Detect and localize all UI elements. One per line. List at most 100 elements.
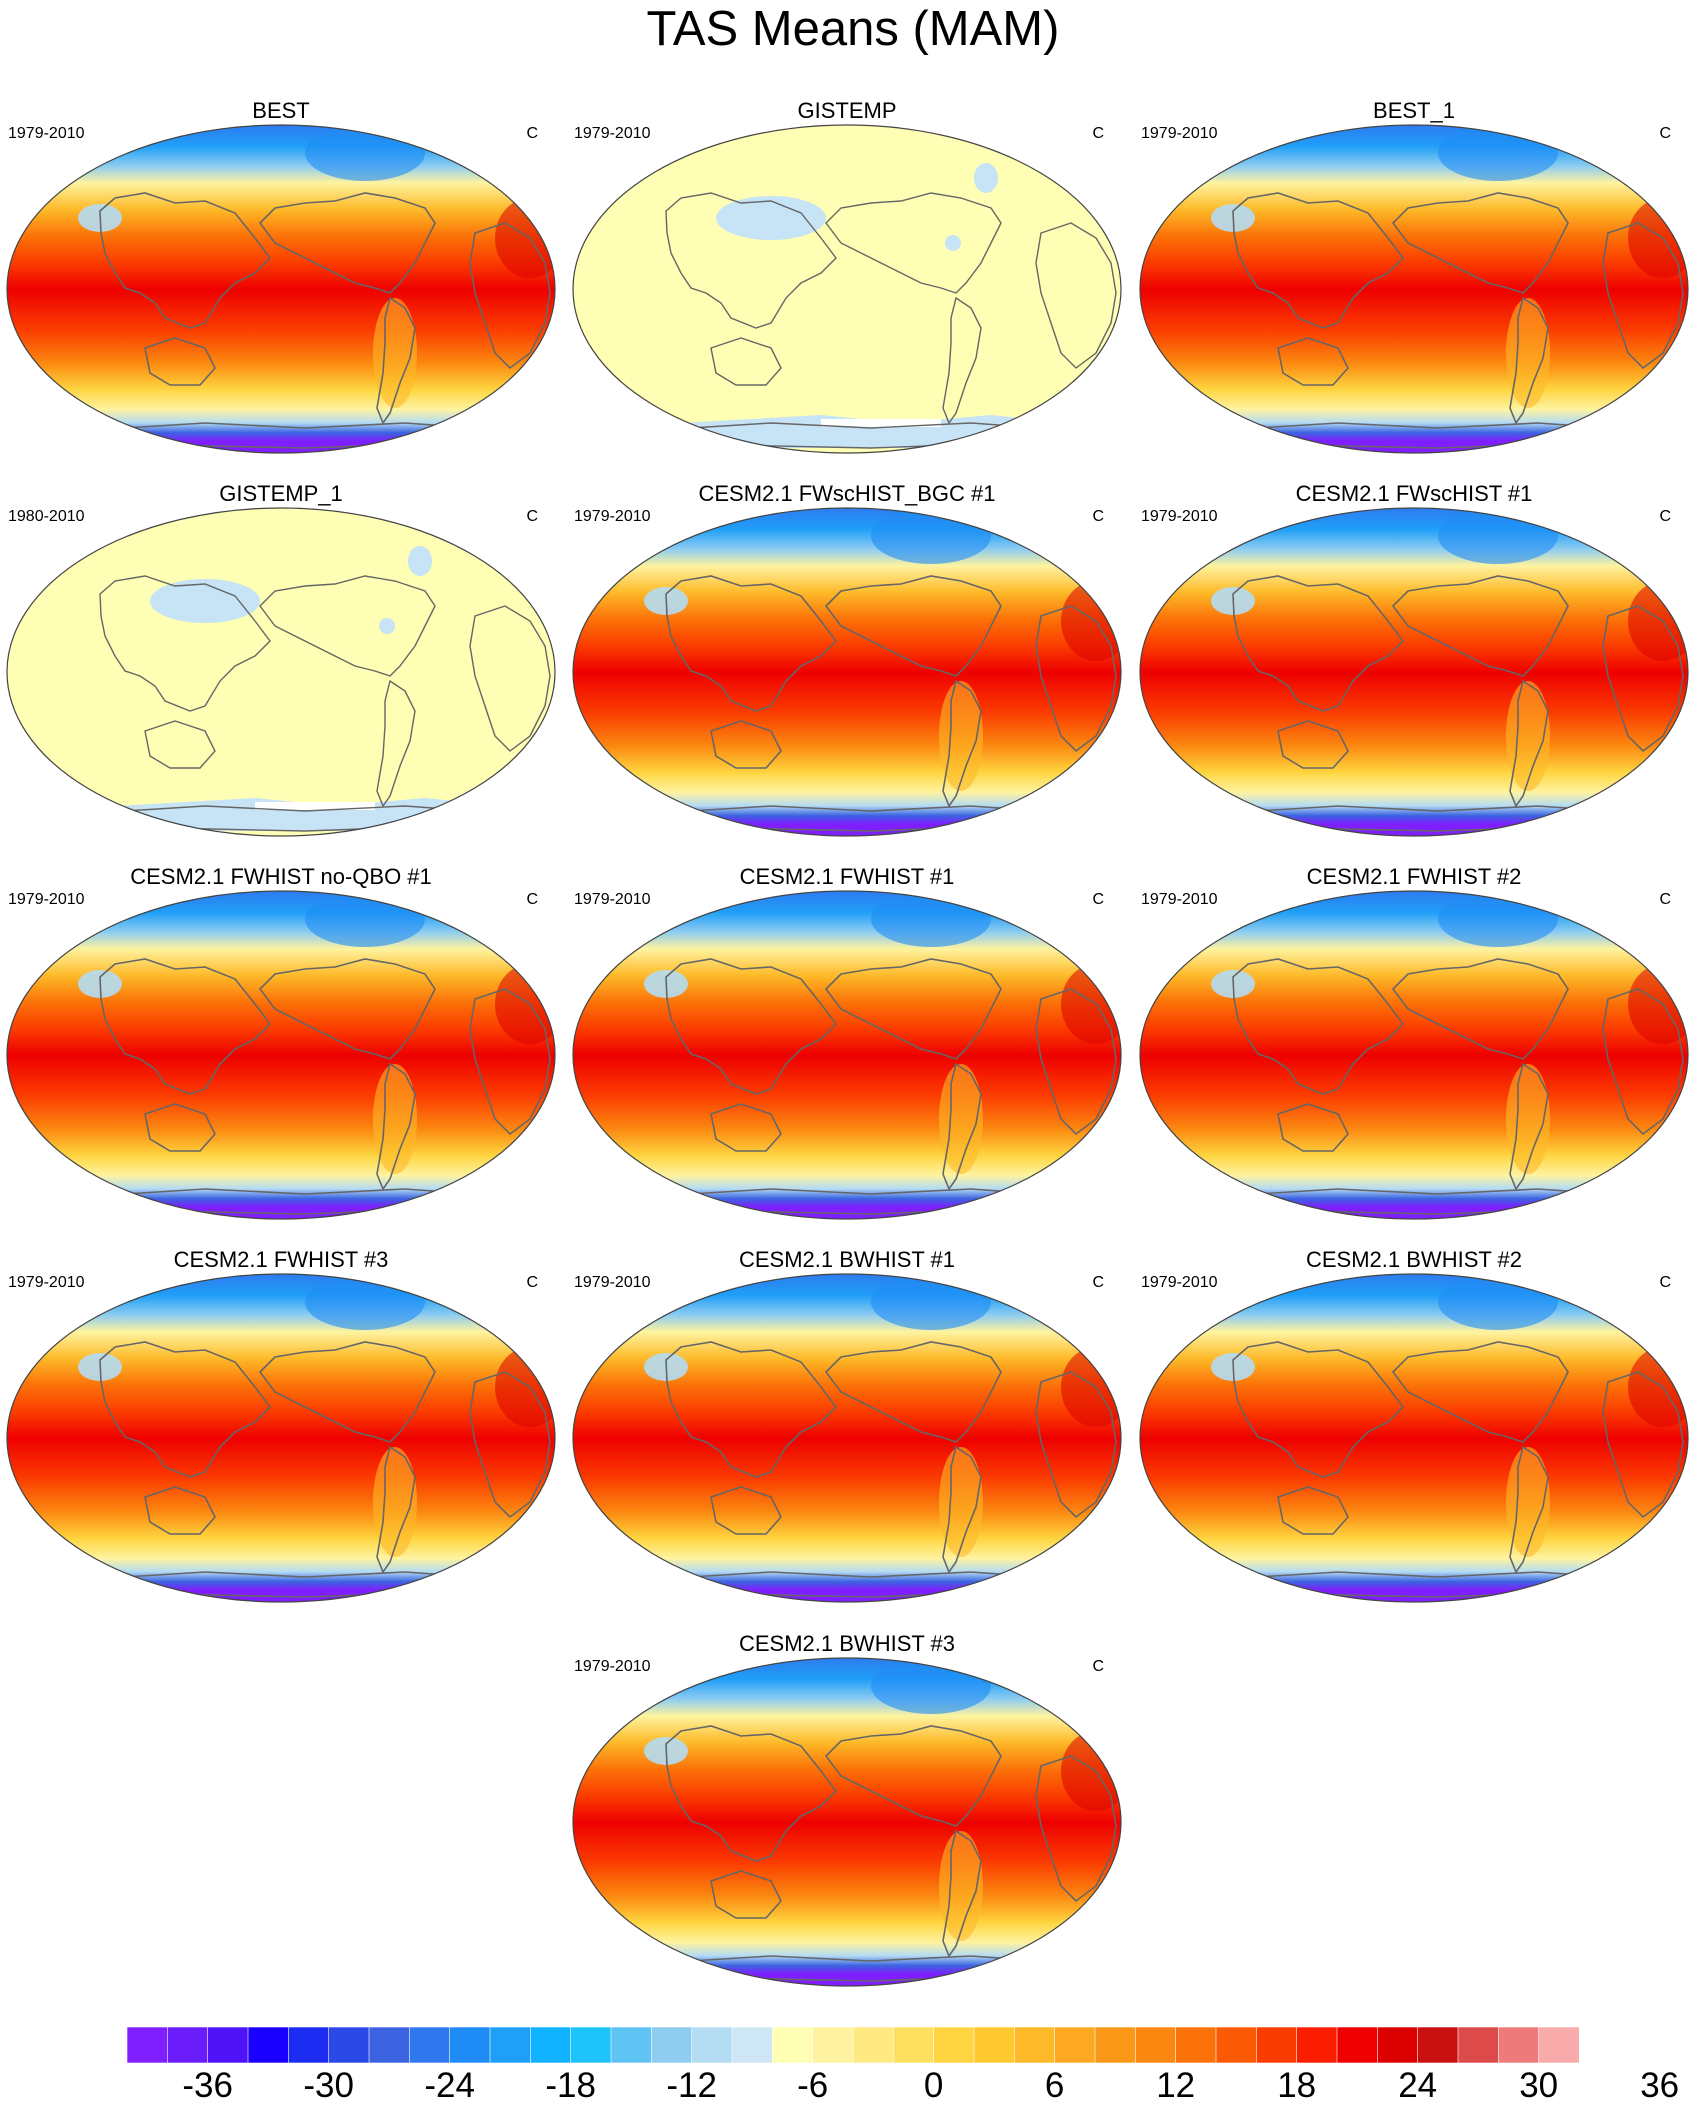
coastline — [825, 192, 1002, 294]
coastline — [469, 988, 551, 1136]
panel-period: 1979-2010 — [574, 1658, 651, 1675]
coastline — [1277, 720, 1349, 769]
map-panel: CESM2.1 FWscHIST #1 1979-2010 C — [1138, 481, 1690, 841]
coastline — [942, 1062, 982, 1191]
panel-title: CESM2.1 BWHIST #1 — [739, 1247, 955, 1272]
panel-period: 1979-2010 — [8, 891, 85, 908]
coastline — [1232, 958, 1405, 1095]
coastline — [144, 337, 216, 386]
colorbar-swatch — [207, 2027, 249, 2063]
coastline — [710, 720, 782, 769]
colorbar-swatch — [610, 2027, 653, 2063]
coastline — [99, 958, 272, 1095]
map-boundary — [1139, 1273, 1689, 1603]
coastline — [665, 1341, 838, 1478]
world-map — [572, 1273, 1122, 1603]
coastline — [469, 1371, 551, 1519]
panel-unit: C — [1092, 1658, 1104, 1675]
colorbar-swatch — [1538, 2027, 1579, 2063]
cool-patch-pacific — [716, 196, 826, 240]
coastline — [144, 720, 216, 769]
colorbar-tick-label: 18 — [1277, 2066, 1317, 2105]
colorbar-tick-label: -30 — [303, 2066, 354, 2105]
map-panel: CESM2.1 BWHIST #3 1979-2010 C — [571, 1631, 1123, 1991]
coastline — [1277, 1103, 1349, 1152]
map-boundary — [1139, 507, 1689, 837]
temperature-field — [573, 891, 1121, 1219]
panel-title: GISTEMP — [797, 98, 897, 123]
panel-title: CESM2.1 BWHIST #3 — [739, 1631, 955, 1656]
andes-cool-band — [939, 681, 983, 791]
andes-cool-band — [939, 1447, 983, 1557]
colorbar-swatch — [530, 2027, 572, 2063]
panel-period: 1979-2010 — [574, 125, 651, 142]
temperature-field — [573, 508, 1121, 836]
coastline — [942, 1829, 982, 1958]
cool-patch-pacific — [150, 579, 260, 623]
colorbar-swatch — [449, 2027, 491, 2063]
coastline — [1391, 192, 1569, 294]
colorbar-swatch — [893, 2027, 935, 2063]
map-boundary — [572, 1273, 1122, 1603]
coastline — [1277, 337, 1349, 386]
coastline — [99, 1341, 272, 1478]
coastline — [665, 575, 838, 712]
world-map — [1139, 1273, 1689, 1603]
panel-period: 1979-2010 — [1141, 125, 1218, 142]
colorbar-swatch — [1417, 2027, 1459, 2063]
coastline — [824, 1725, 1002, 1827]
coastline — [376, 1062, 416, 1191]
cool-patch-north — [974, 163, 998, 193]
coastline — [258, 958, 436, 1060]
coastline — [942, 679, 982, 808]
world-map — [1139, 507, 1689, 837]
world-map — [6, 507, 556, 837]
missing-data-patch — [821, 419, 941, 427]
map-boundary — [6, 1273, 556, 1603]
map-boundary — [572, 507, 1122, 837]
anomaly-field — [573, 125, 1121, 453]
coastline — [1232, 192, 1405, 329]
andes-cool-band — [1506, 1447, 1550, 1557]
colorbar-swatch — [1175, 2027, 1217, 2063]
panel-period: 1979-2010 — [1141, 891, 1218, 908]
anomaly-field — [7, 508, 555, 836]
coastline — [1232, 575, 1405, 712]
temperature-field — [1140, 125, 1688, 453]
map-boundary — [572, 124, 1122, 454]
coastline — [824, 958, 1002, 1060]
colorbar-swatch — [489, 2027, 532, 2063]
map-boundary — [6, 124, 556, 454]
colorbar-swatch — [368, 2027, 411, 2063]
panel-unit: C — [526, 508, 538, 525]
map-boundary — [1139, 124, 1689, 454]
panel-period: 1979-2010 — [8, 1274, 85, 1291]
map-panel: CESM2.1 FWHIST #2 1979-2010 C — [1138, 864, 1690, 1224]
coastline — [1391, 575, 1569, 677]
temperature-field — [573, 1658, 1121, 1986]
coastline — [144, 1103, 216, 1152]
panel-title: CESM2.1 FWscHIST #1 — [1295, 481, 1533, 506]
colorbar-swatch — [772, 2027, 814, 2063]
colorbar-tick-label: 24 — [1398, 2066, 1438, 2105]
colorbar-swatch — [328, 2027, 370, 2063]
colorbar-swatch — [288, 2027, 330, 2063]
coastline — [665, 1725, 838, 1862]
colorbar-swatch — [1094, 2027, 1137, 2063]
world-map — [572, 124, 1122, 454]
cool-patch-north — [408, 546, 432, 576]
coastline — [824, 575, 1002, 677]
panel-title: CESM2.1 FWHIST no-QBO #1 — [130, 864, 432, 889]
cool-patch-small — [379, 618, 395, 634]
map-panel: CESM2.1 FWHIST #1 1979-2010 C — [571, 864, 1123, 1224]
world-map — [572, 890, 1122, 1220]
colorbar-swatch — [1296, 2027, 1338, 2063]
colorbar-tick-label: 6 — [1044, 2066, 1065, 2105]
colorbar-swatch — [127, 2027, 169, 2063]
coastline — [1035, 1371, 1117, 1519]
colorbar-tick-label: -12 — [666, 2066, 717, 2105]
coastline — [665, 958, 838, 1095]
colorbar-swatch — [570, 2027, 612, 2063]
coastline — [469, 605, 551, 752]
world-map — [572, 507, 1122, 837]
